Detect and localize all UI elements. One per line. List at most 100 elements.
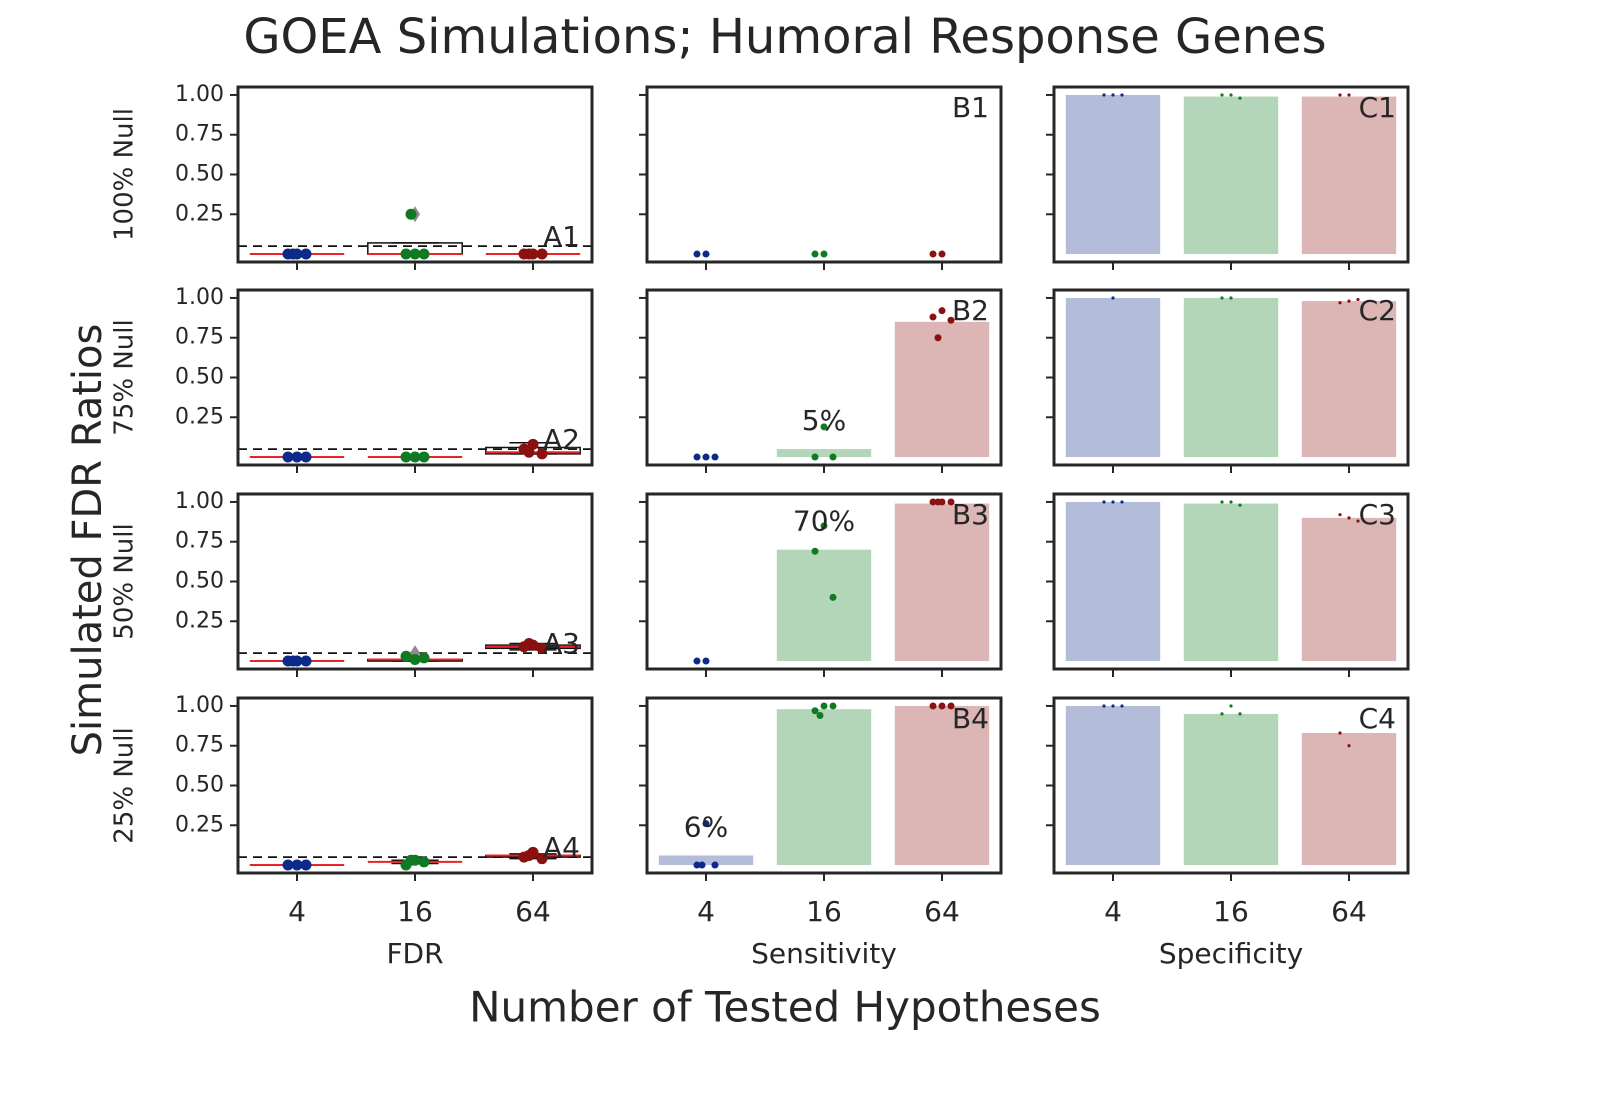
point: [400, 650, 412, 662]
point: [1111, 93, 1115, 97]
y-tick-label: 0.75: [175, 529, 224, 554]
x-tick-label: 64: [924, 895, 960, 928]
point: [934, 498, 942, 506]
panel-label: C4: [1359, 702, 1396, 735]
point: [536, 248, 548, 260]
point: [1338, 513, 1342, 517]
point: [929, 313, 937, 321]
point: [1102, 93, 1106, 97]
bar: [1183, 713, 1279, 866]
point: [711, 861, 719, 869]
x-tick-label: 64: [1331, 895, 1367, 928]
point: [938, 307, 946, 315]
point: [929, 250, 937, 258]
point: [287, 248, 299, 260]
point: [1120, 500, 1124, 504]
x-tick-label: 16: [1213, 895, 1249, 928]
point: [282, 451, 294, 463]
panel-frame: [1052, 288, 1410, 467]
panel-label: C1: [1359, 91, 1396, 124]
point: [1220, 93, 1224, 97]
point: [1229, 93, 1233, 97]
bar: [894, 503, 990, 662]
point: [693, 250, 701, 258]
point: [523, 248, 535, 260]
point: [287, 655, 299, 667]
panel-label: B4: [952, 702, 989, 735]
column-label: Specificity: [1159, 937, 1303, 970]
point: [702, 820, 710, 828]
point: [811, 453, 819, 461]
y-tick-label: 0.50: [175, 773, 224, 798]
panel-label: A2: [543, 423, 580, 456]
y-tick-label: 0.50: [175, 162, 224, 187]
column-label: Sensitivity: [751, 937, 897, 970]
y-tick-label: 0.75: [175, 122, 224, 147]
bar: [776, 709, 872, 866]
point: [400, 248, 412, 260]
point: [418, 248, 430, 260]
panel-frame: [1052, 696, 1410, 875]
point: [829, 593, 837, 601]
point: [1111, 704, 1115, 708]
point: [1338, 731, 1342, 735]
panel-frame: [645, 696, 1003, 875]
point: [405, 208, 417, 220]
panel-frame: [236, 288, 594, 467]
point: [702, 657, 710, 665]
panel-frame: [645, 288, 1003, 467]
panel-label: A4: [543, 831, 580, 864]
point: [1238, 96, 1242, 100]
panel-label: B1: [952, 91, 989, 124]
point: [291, 451, 303, 463]
point: [702, 453, 710, 461]
point: [929, 498, 937, 506]
y-tick-label: 0.75: [175, 325, 224, 350]
point: [938, 250, 946, 258]
x-tick-label: 4: [1104, 895, 1122, 928]
point: [1347, 93, 1351, 97]
point: [418, 652, 430, 664]
panel-frame: [236, 696, 594, 875]
point: [1229, 296, 1233, 300]
point: [929, 702, 937, 710]
value-label: 5%: [802, 404, 846, 437]
point: [300, 451, 312, 463]
point: [1338, 301, 1342, 305]
value-label: 70%: [793, 505, 855, 538]
point: [811, 707, 819, 715]
point: [820, 522, 828, 530]
point: [702, 250, 710, 258]
panel-frame: [645, 492, 1003, 671]
panel-label: A1: [543, 220, 580, 253]
point: [291, 859, 303, 871]
bar: [894, 321, 990, 458]
bar: [1301, 733, 1397, 866]
y-tick-label: 1.00: [175, 693, 224, 718]
panel-frame: [236, 492, 594, 671]
y-axis-title: Simulated FDR Ratios: [65, 324, 111, 757]
point: [1220, 296, 1224, 300]
point: [300, 248, 312, 260]
point: [693, 657, 701, 665]
panel-label: B3: [952, 498, 989, 531]
panel-label: C3: [1359, 498, 1396, 531]
bar: [1065, 297, 1161, 458]
point: [711, 453, 719, 461]
x-tick-label: 4: [697, 895, 715, 928]
point: [820, 250, 828, 258]
y-tick-label: 0.75: [175, 733, 224, 758]
point: [523, 850, 535, 861]
y-tick-label: 0.25: [175, 812, 224, 837]
value-label: 6%: [684, 811, 728, 844]
point: [1338, 93, 1342, 97]
point: [1347, 299, 1351, 303]
x-tick-label: 16: [806, 895, 842, 928]
point: [409, 653, 421, 665]
y-tick-label: 0.25: [175, 201, 224, 226]
panel-frame: [645, 85, 1003, 264]
y-tick-label: 1.00: [175, 489, 224, 514]
panel-label: C2: [1359, 294, 1396, 327]
bar: [1301, 301, 1397, 458]
point: [418, 451, 430, 463]
